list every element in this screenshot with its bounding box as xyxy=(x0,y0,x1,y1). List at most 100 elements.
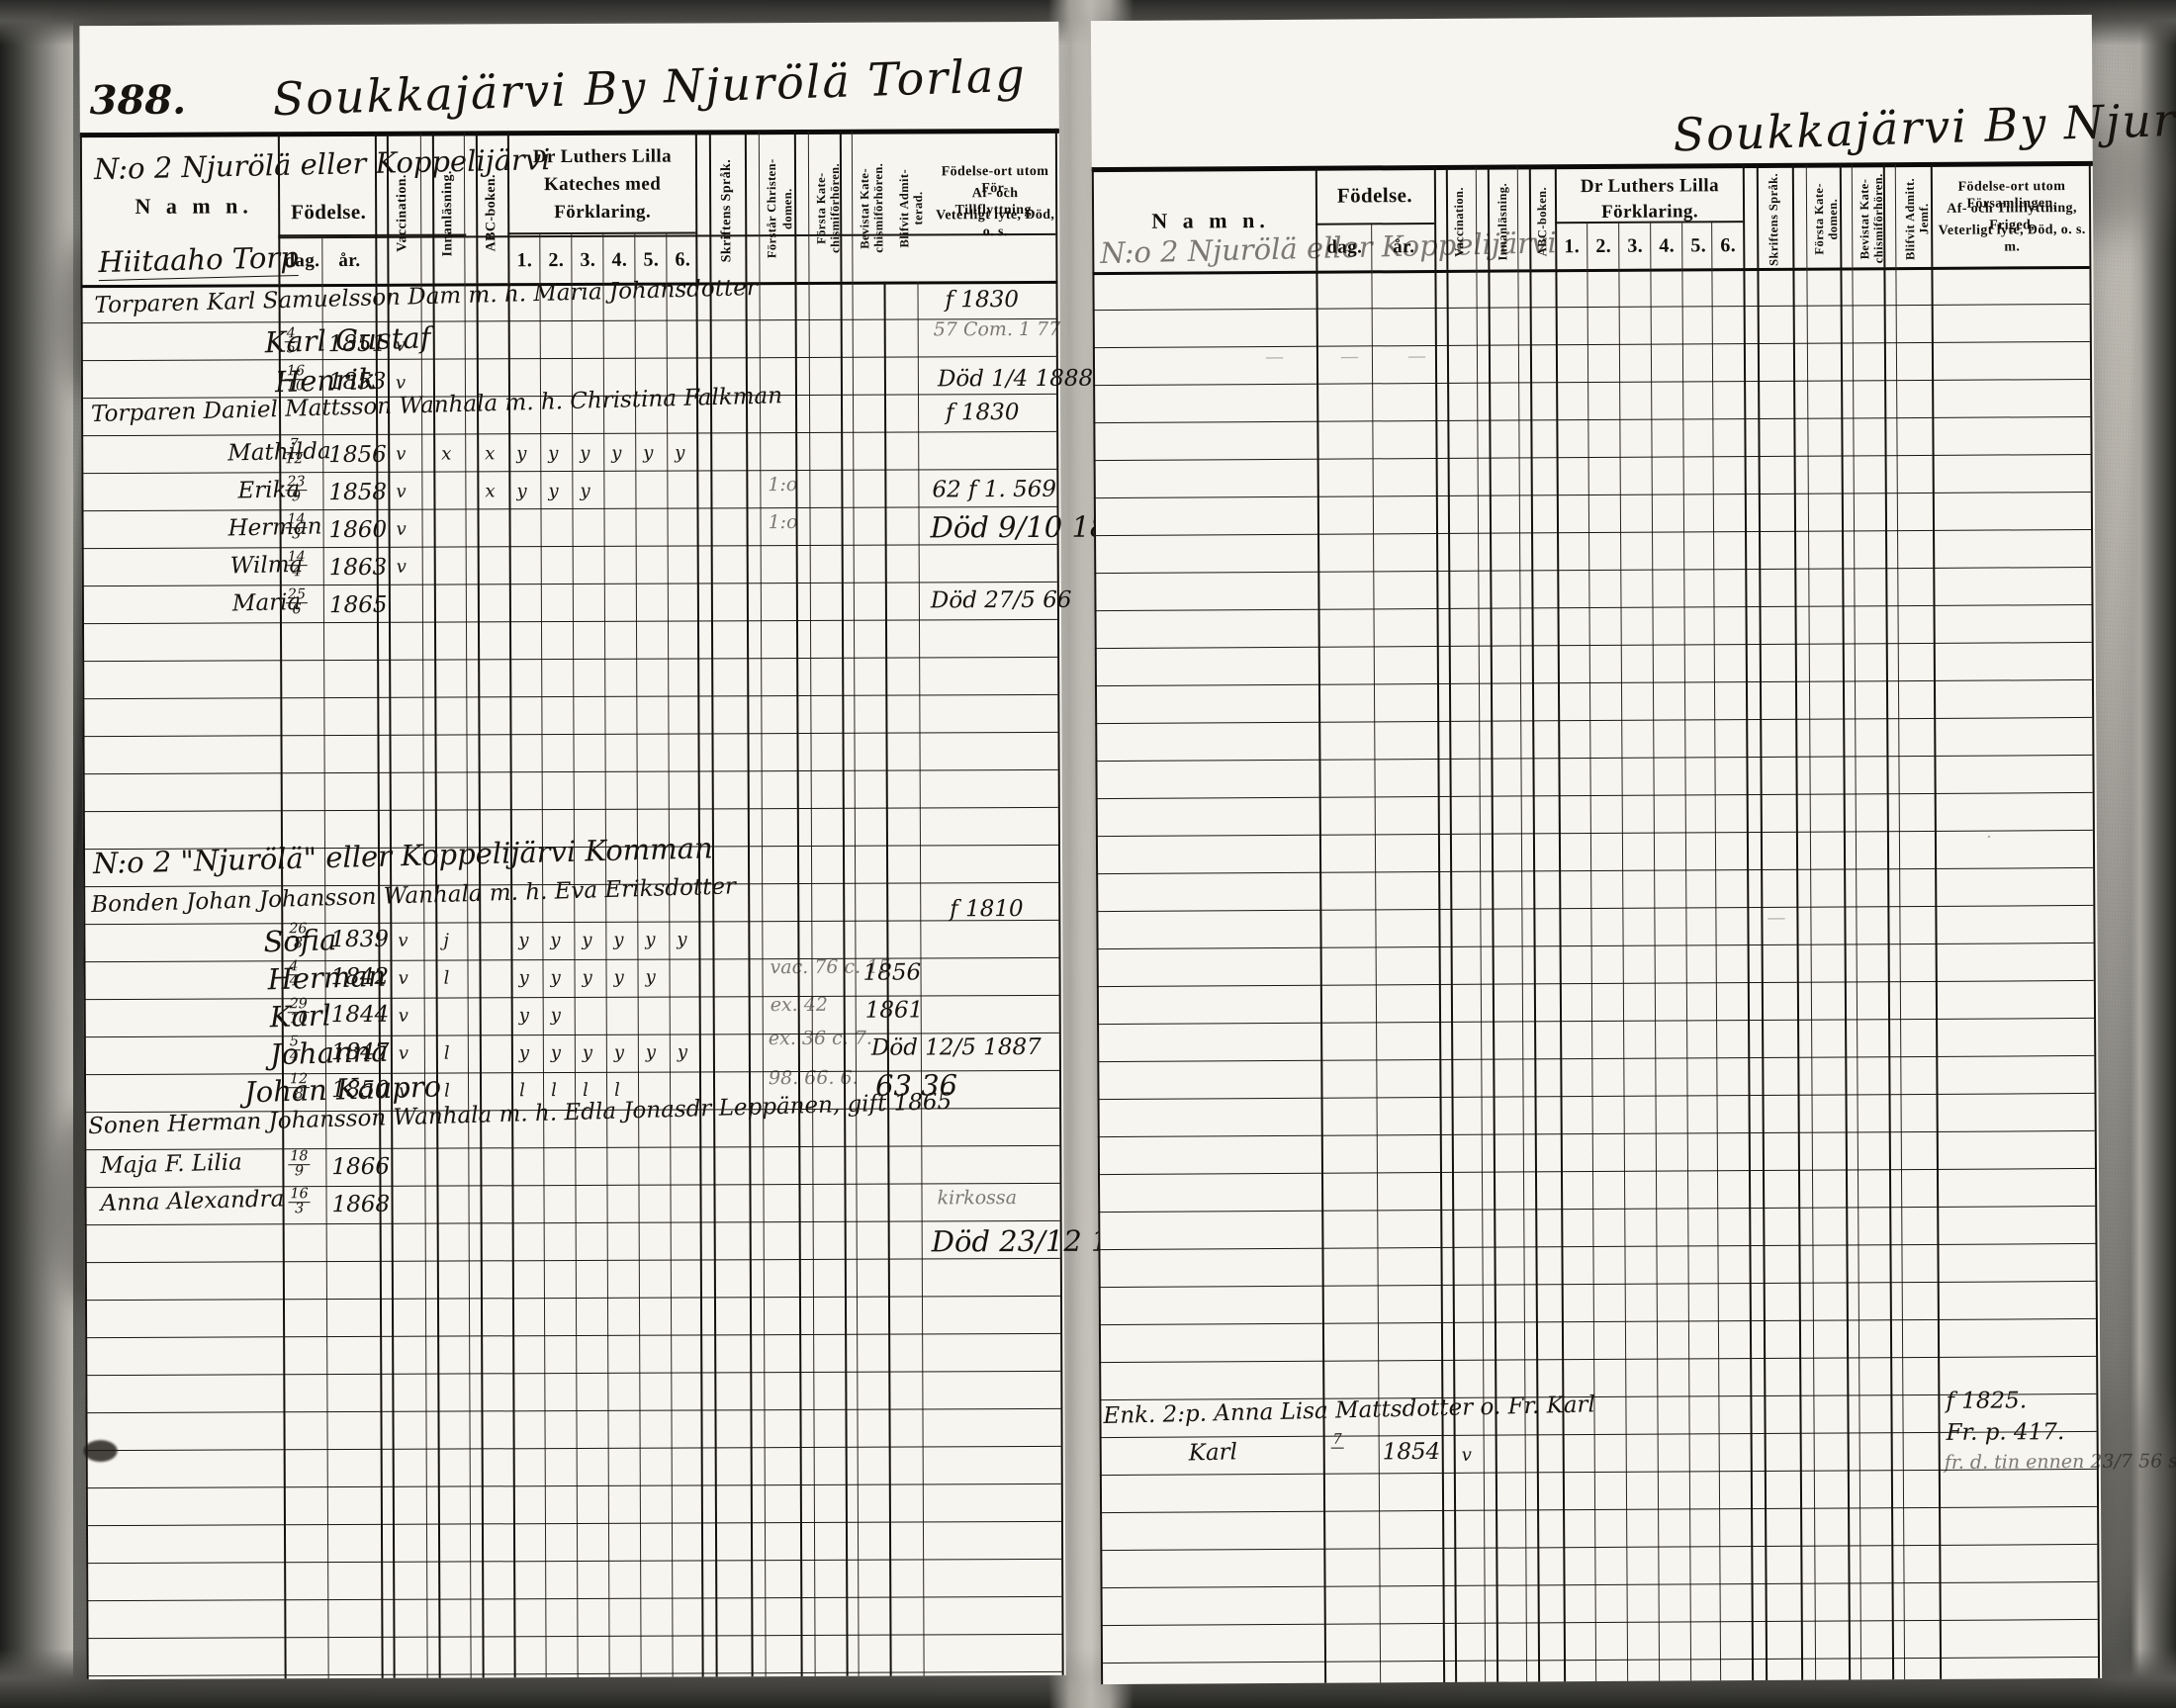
right-col-rule-skrift-a xyxy=(1756,164,1760,268)
right-faint-mark-a: — xyxy=(1339,345,1360,368)
row-rule xyxy=(82,693,1058,700)
row-rule xyxy=(81,430,1057,437)
household2-child-0-mark-4: y xyxy=(611,442,622,464)
row-rule xyxy=(1095,716,2093,725)
household2-child-2-vacc: v xyxy=(396,518,407,540)
household2-head-line: Torparen Daniel Mattsson Wanhala m. h. C… xyxy=(90,383,783,428)
household3-head-note: f 1810 xyxy=(950,896,1024,923)
right-margin-note-l3: fr. d. tin ennen 23/7 56 sid. 22 xyxy=(1944,1450,2176,1474)
household1-child-1-ar: 1853 xyxy=(327,368,387,396)
right-margin-note-l1: f 1825. xyxy=(1946,1388,2028,1414)
right-bottom-note-vacc: v xyxy=(1461,1444,1472,1466)
right-bottom-note-ar: 1854 xyxy=(1382,1438,1441,1466)
row-rule xyxy=(1096,942,2094,950)
household2-child-4-dag: 25 6 xyxy=(285,586,309,622)
col-rule-dag xyxy=(321,236,323,285)
household1-child-0-vacc: v xyxy=(395,334,406,356)
col-rule-k2 xyxy=(571,231,573,284)
household3-child-3-mark-a: l xyxy=(443,1042,450,1064)
right-col-header-katekes-line3: Förklaring. xyxy=(1601,201,1699,223)
row-rule xyxy=(1093,491,2091,499)
household3-child-0-mark-5: y xyxy=(645,929,656,950)
right-col-header-blifvit-l2: Jemf. xyxy=(1917,203,1932,234)
household3-child-3-note2: ex. 36 c. 7. xyxy=(768,1027,872,1050)
household4-child-0-dag: 18 9 xyxy=(288,1148,311,1184)
right-col-header-katekes-2: 2. xyxy=(1595,234,1612,257)
col-header-katekes-4: 4. xyxy=(611,248,628,271)
col-rule-k1 xyxy=(539,232,541,284)
right-col-header-forstar-l1: Första Kate- xyxy=(1811,183,1827,255)
col-rule-k3 xyxy=(602,231,604,283)
col-header-namn: N a m n. xyxy=(135,193,253,219)
page-number: 388. xyxy=(89,76,187,125)
col-rule-bevistat xyxy=(851,131,854,282)
household2-child-4-note: Död 27/5 66 xyxy=(930,586,1072,614)
col-rule-k4 xyxy=(634,231,636,283)
household3-child-3-mark-2: y xyxy=(550,1042,562,1064)
ink-blot xyxy=(83,1440,118,1463)
right-col-header-anm-l3: Veterligt lyte, Död, o. s. m. xyxy=(1938,222,2086,254)
body-rule-vacc-b xyxy=(420,283,428,1678)
body-rule-k2 xyxy=(571,282,579,1677)
household4-child-1-dag: 16 3 xyxy=(288,1186,311,1221)
row-rule xyxy=(1093,415,2091,424)
row-rule xyxy=(1095,754,2093,763)
household3-child-0-mark-3: y xyxy=(582,929,592,950)
right-header-bottom-rule xyxy=(1092,265,2090,276)
col-header-katekes-2: 2. xyxy=(548,249,565,272)
household4-child-1-name: Anna Alexandra xyxy=(100,1186,285,1217)
household2-child-2-name: Herman xyxy=(227,513,322,542)
household3-child-0-mark-6: y xyxy=(677,929,687,950)
right-body-rule-k2 xyxy=(1618,268,1629,1681)
right-bottom-note-line2: Karl xyxy=(1188,1439,1238,1467)
col-rule-forstar-a xyxy=(758,132,761,283)
household2-child-0-mark-1: y xyxy=(516,443,527,465)
body-rule-k3 xyxy=(602,282,610,1677)
col-header-forstar-christendomen-l1: Förstår Christen- xyxy=(764,158,779,259)
household3-child-0-mark-2: y xyxy=(550,930,561,951)
row-rule xyxy=(1095,791,2093,800)
right-faint-mark-e: · xyxy=(1985,826,1993,849)
household3-child-1-ar: 1842 xyxy=(330,963,390,991)
row-rule xyxy=(85,1445,1061,1452)
col-rule-skrift-a xyxy=(708,132,712,283)
household2-child-1-mark-1: y xyxy=(516,481,527,502)
right-col-header-forstar-l2: domen. xyxy=(1825,198,1841,240)
left-ledger-page: 388. Soukkajärvi By Njurölä Torlag xyxy=(79,21,1164,1680)
household2-child-2-dag: 14 3 xyxy=(285,511,308,547)
household2-child-3-ar: 1863 xyxy=(328,554,388,582)
household3-child-3-mark-4: y xyxy=(613,1041,625,1063)
left-page-heading: Soukkajärvi By Njurölä Torlag xyxy=(271,47,1028,127)
household1-child-1-dag: 16 10 xyxy=(284,363,308,394)
row-rule xyxy=(1097,1092,2095,1101)
row-rule xyxy=(1094,528,2092,537)
col-rule-k5 xyxy=(666,231,668,283)
household3-child-2-mark-1: y xyxy=(518,1005,529,1027)
right-body-rule-fodelse xyxy=(1315,270,1327,1683)
row-rule xyxy=(1093,453,2091,462)
row-rule xyxy=(1097,1167,2095,1176)
right-body-rule-forstar-b xyxy=(1840,267,1852,1680)
household3-child-1-mark-4: y xyxy=(613,966,624,988)
household2-child-0-vacc: v xyxy=(396,443,407,465)
household2-head-note: f 1830 xyxy=(946,400,1020,426)
household3-head-line: Bonden Johan Johansson Wanhala m. h. Eva… xyxy=(90,873,737,919)
col-header-katekes-line3: Förklaring. xyxy=(554,201,652,224)
household2-child-1-ar: 1858 xyxy=(328,479,388,506)
household2-child-1-mark-a: x xyxy=(485,481,496,502)
row-rule xyxy=(1092,303,2090,312)
right-body-rule-k1 xyxy=(1587,269,1597,1682)
right-col-rule-k3 xyxy=(1650,221,1652,269)
household3-child-1-mark-a: l xyxy=(443,967,450,989)
row-rule xyxy=(85,1520,1061,1527)
row-rule xyxy=(84,1257,1060,1264)
household3-child-4-mark-a: l xyxy=(444,1080,450,1102)
body-rule-bevistat xyxy=(852,281,860,1676)
row-rule xyxy=(81,618,1057,625)
household3-child-1-mark-1: y xyxy=(518,967,529,989)
right-col-rule-forstar-a xyxy=(1805,164,1808,268)
body-rule-skrift-b xyxy=(745,282,754,1677)
row-rule xyxy=(85,1407,1061,1414)
right-col-header-blifvit-l1: Blifvit Admitt. xyxy=(1902,177,1918,260)
col-header-anm-l3: Veterligt lyte, Död, o. s. xyxy=(936,207,1055,239)
